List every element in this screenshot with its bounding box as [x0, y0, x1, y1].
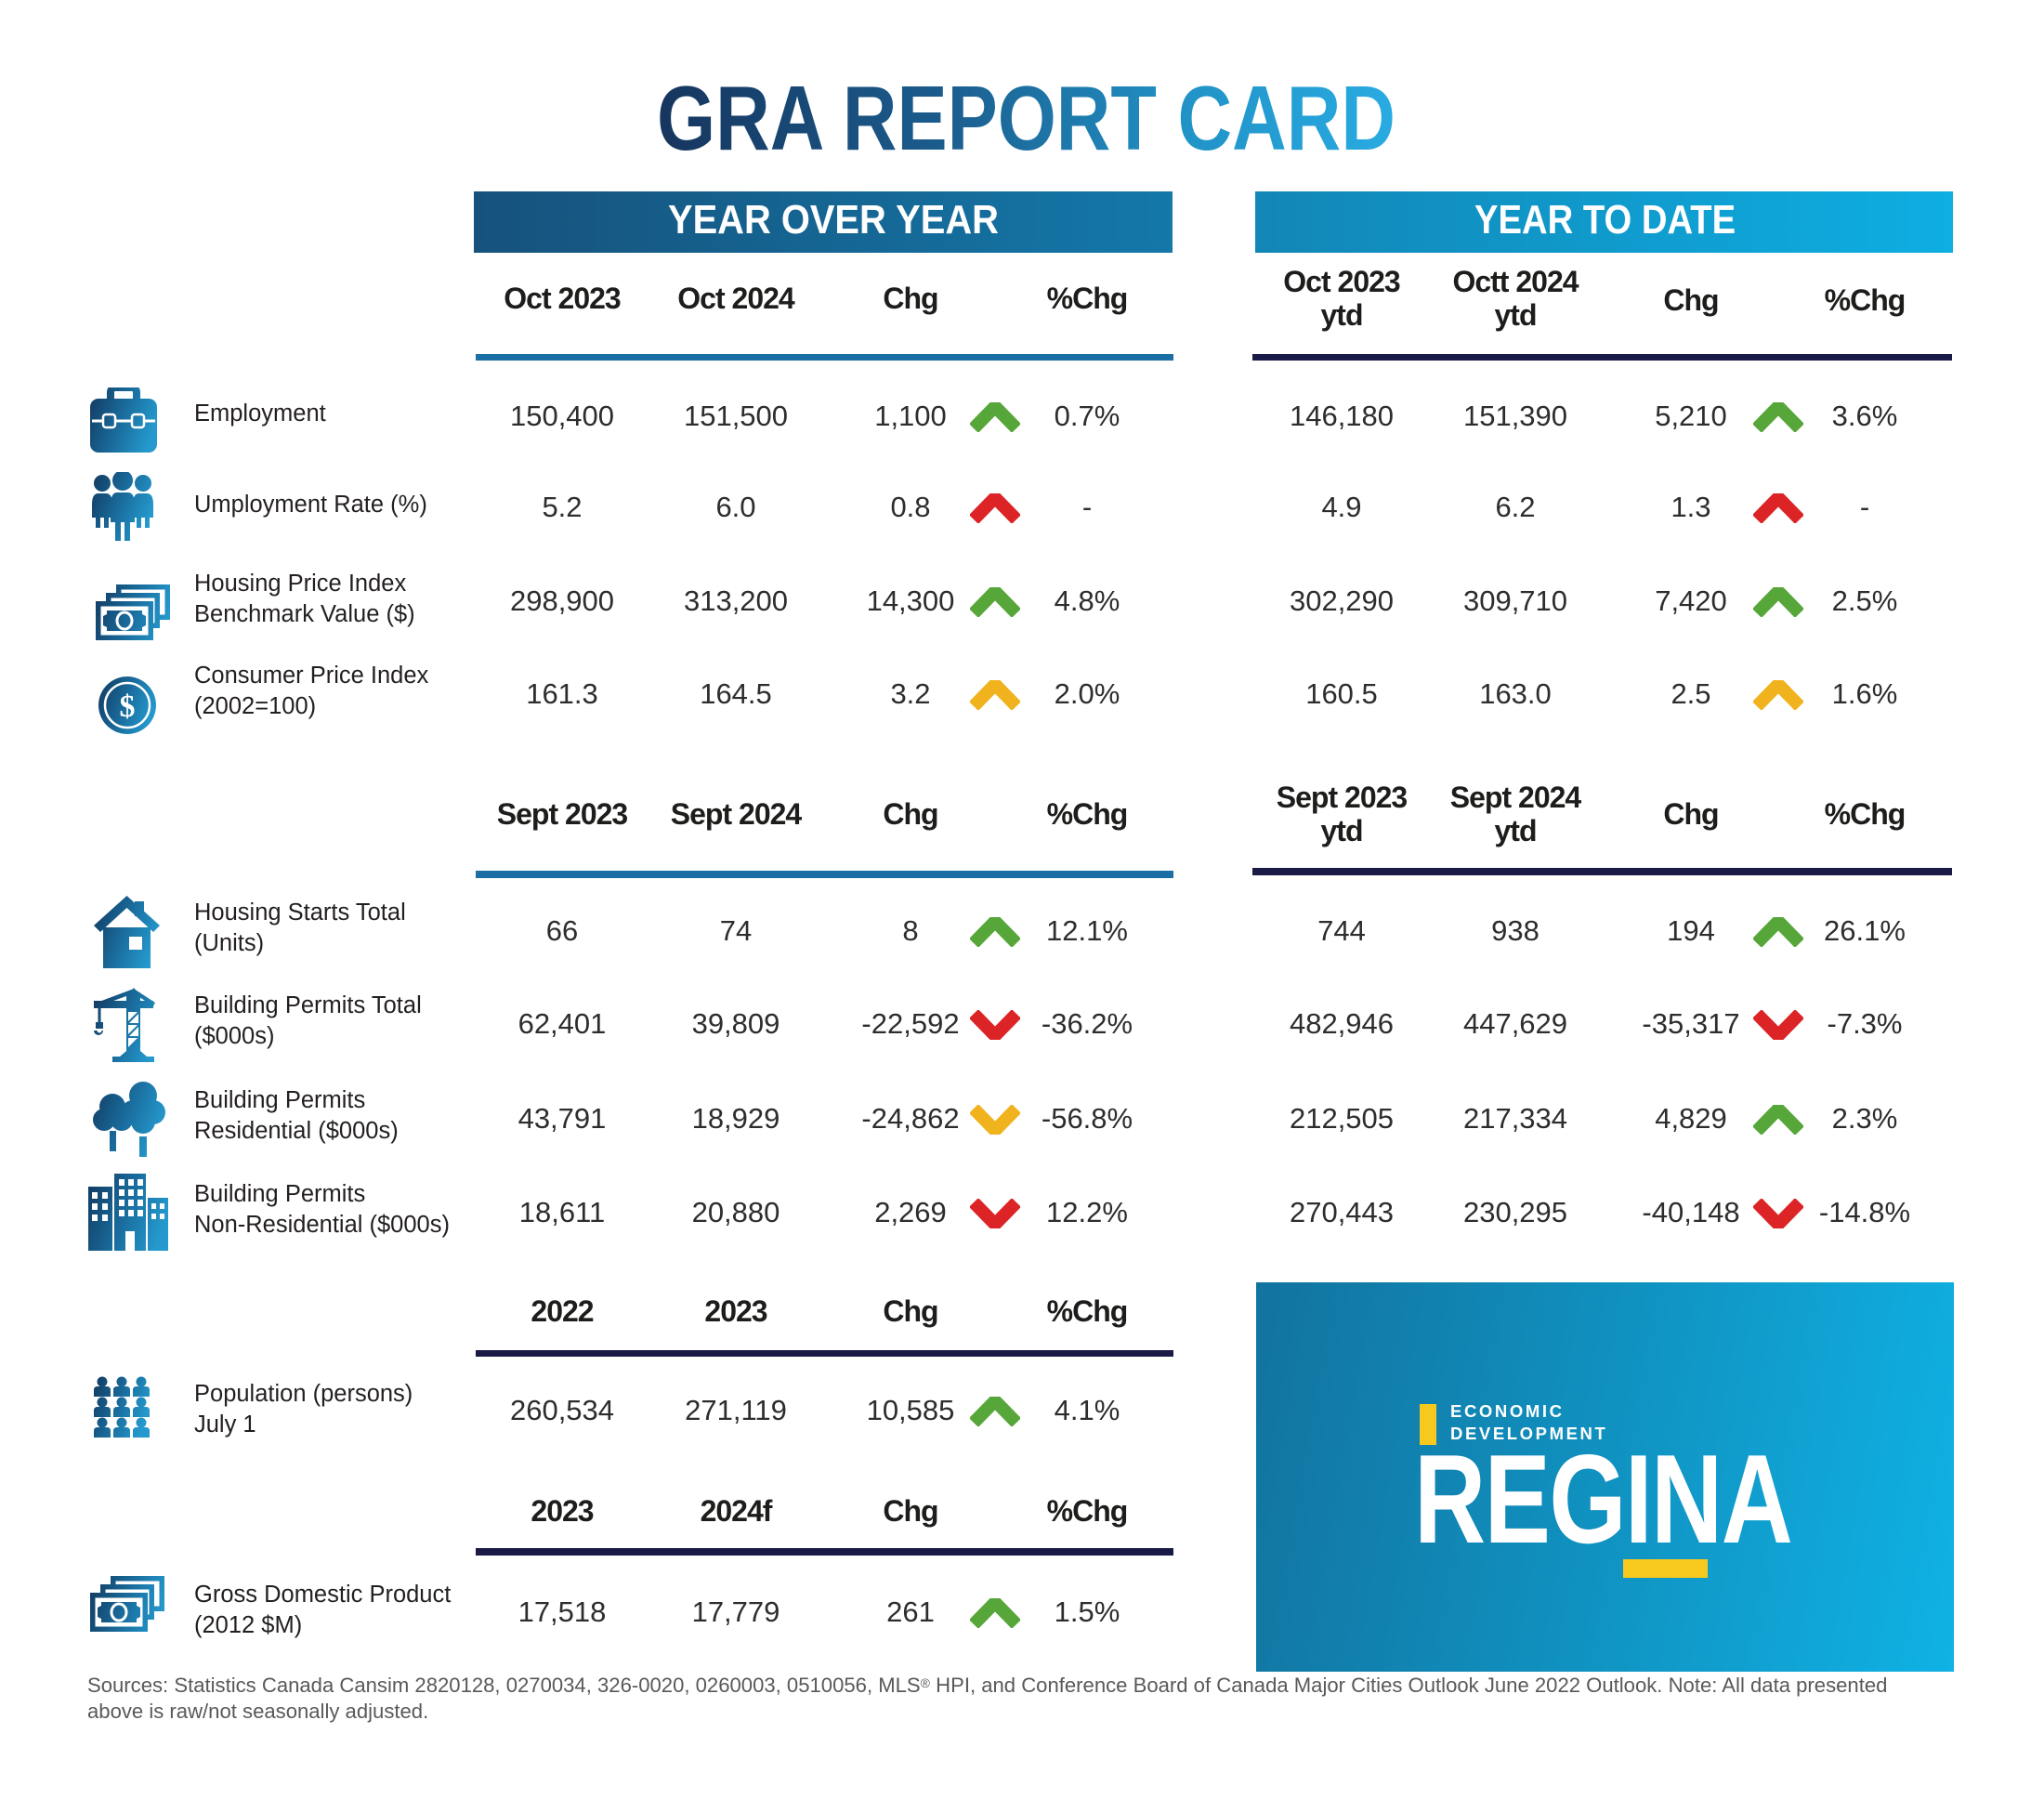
svg-text:$: $	[120, 689, 136, 724]
